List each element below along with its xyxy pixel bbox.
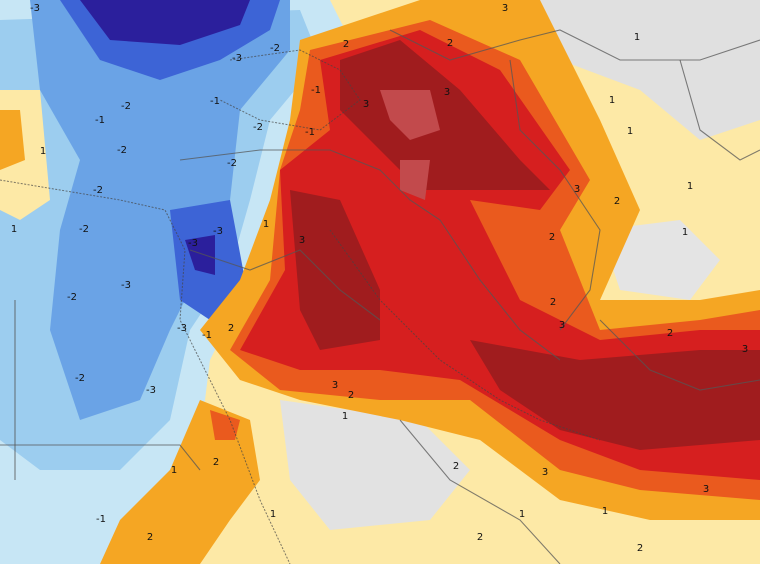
contour-label: 2	[228, 323, 234, 334]
contour-label: -2	[121, 101, 131, 112]
contour-label: 1	[687, 181, 693, 192]
contour-label: 2	[637, 543, 643, 554]
contour-label: 2	[447, 38, 453, 49]
cold-anomaly	[185, 235, 215, 275]
contour-label: 3	[299, 235, 305, 246]
contour-label: 2	[550, 297, 556, 308]
contour-label: -2	[253, 122, 263, 133]
contour-label: -2	[67, 292, 77, 303]
contour-label: -2	[79, 224, 89, 235]
contour-label: 2	[549, 232, 555, 243]
contour-label: 3	[703, 484, 709, 495]
contour-label: 2	[213, 457, 219, 468]
contour-label: -3	[146, 385, 156, 396]
border	[189, 249, 381, 321]
contour-label: 1	[627, 126, 633, 137]
contour-label: -3	[30, 3, 40, 14]
border	[0, 444, 201, 471]
contour-label: -2	[75, 373, 85, 384]
contour-label: 3	[574, 184, 580, 195]
contour-label: 3	[363, 99, 369, 110]
contour-label: 2	[477, 532, 483, 543]
contour-label: -1	[311, 85, 321, 96]
contour-label: 3	[502, 3, 508, 14]
contour-label: -2	[93, 185, 103, 196]
contour-label: 3	[542, 467, 548, 478]
contour-label: 1	[519, 509, 525, 520]
contour-label: -3	[232, 53, 242, 64]
coastline	[219, 49, 361, 131]
warm-anomaly	[0, 110, 25, 170]
contour-label: 2	[453, 461, 459, 472]
contour-label: 1	[634, 32, 640, 43]
border	[439, 219, 561, 361]
contour-label: 2	[343, 39, 349, 50]
contour-label: 1	[682, 227, 688, 238]
contour-label: 3	[742, 344, 748, 355]
contour-label: -3	[213, 226, 223, 237]
contour-label: 2	[348, 390, 354, 401]
contour-label: -2	[270, 43, 280, 54]
contour-label: 1	[263, 219, 269, 230]
contour-label: 1	[270, 509, 276, 520]
border	[179, 149, 441, 221]
contour-label: -3	[177, 323, 187, 334]
coastline	[329, 229, 601, 441]
contour-label: 1	[171, 465, 177, 476]
hot-core	[470, 340, 760, 450]
neutral-zone	[600, 220, 720, 300]
hot-core	[400, 160, 430, 200]
contour-label: -1	[210, 96, 220, 107]
contour-label: 2	[147, 532, 153, 543]
contour-label: -2	[117, 145, 127, 156]
hot-core	[380, 90, 440, 140]
border	[389, 29, 760, 61]
border	[599, 319, 760, 391]
contour-label: 1	[342, 411, 348, 422]
border	[399, 419, 561, 564]
contour-label: -1	[305, 127, 315, 138]
contour-label: 3	[332, 380, 338, 391]
border	[509, 59, 601, 331]
border	[679, 59, 760, 161]
contour-label: -3	[121, 280, 131, 291]
contour-label: -1	[96, 514, 106, 525]
contour-label: 3	[559, 320, 565, 331]
hot-core	[340, 40, 550, 190]
warm-anomaly	[210, 410, 240, 440]
contour-label: 1	[11, 224, 17, 235]
contour-label: -2	[227, 158, 237, 169]
hot-core	[290, 190, 380, 350]
contour-labels: -3 -3 -2 -1 -2 -1 -1 -2 -2 -2 -1 -2 -2 -3 -3 -2 -3 -3 -1 -2…	[11, 3, 748, 554]
neutral-zone	[280, 400, 470, 530]
contour-label: 2	[667, 328, 673, 339]
contour-label: 1	[602, 506, 608, 517]
contour-label: -1	[202, 330, 212, 341]
neutral-zone	[520, 0, 760, 140]
cold-anomaly	[30, 0, 290, 420]
coastline	[0, 179, 291, 564]
contour-label: 3	[444, 87, 450, 98]
contour-label: -3	[188, 238, 198, 249]
warm-anomaly	[100, 400, 260, 564]
contour-label: -1	[95, 115, 105, 126]
contour-label: 1	[609, 95, 615, 106]
cold-anomaly	[80, 0, 250, 45]
contour-label: 1	[40, 146, 46, 157]
contour-label: 2	[614, 196, 620, 207]
